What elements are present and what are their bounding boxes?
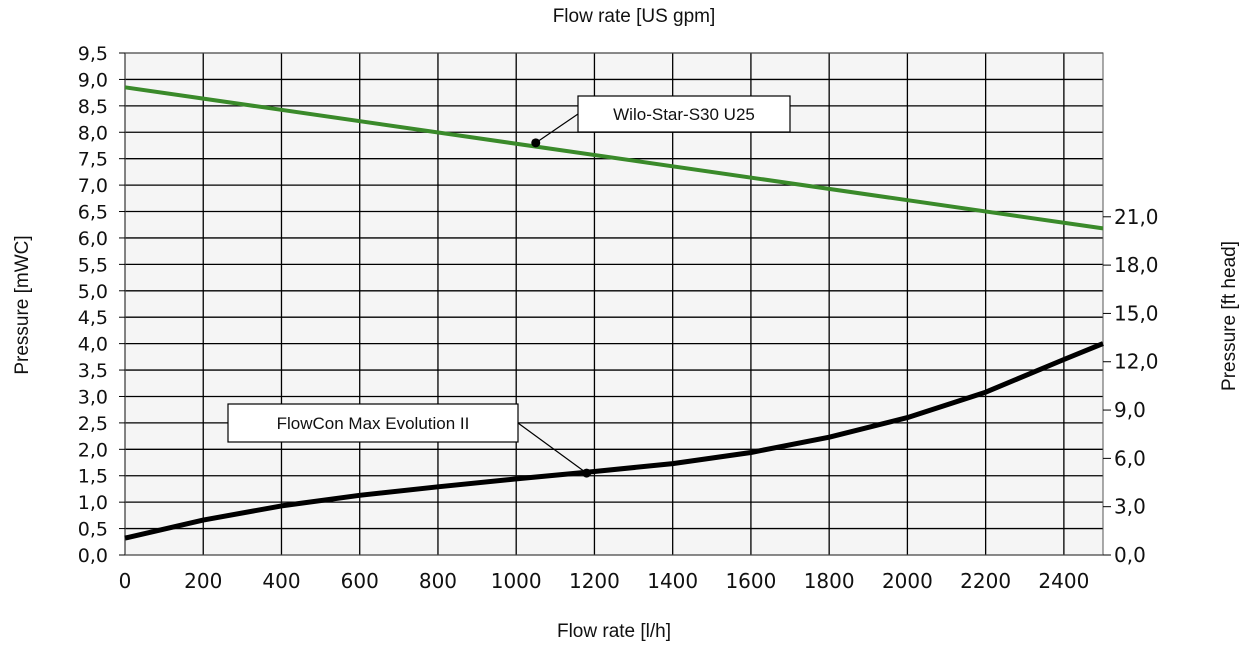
x-tick-label: 2400 (1038, 569, 1089, 593)
y-tick-label: 8,5 (78, 96, 108, 118)
y-tick-label: 0,5 (78, 519, 108, 541)
callout-flowcon-max-evolution-ii: FlowCon Max Evolution II (227, 403, 592, 478)
callout-leader-line (517, 422, 587, 474)
callout-box (227, 403, 519, 443)
callout-leader-line (535, 113, 579, 144)
y-tick-label: 2,0 (78, 439, 108, 461)
y2-tick-label: 12,0 (1114, 350, 1159, 374)
gridlines (124, 52, 1103, 556)
y2-tick-label: 9,0 (1114, 398, 1146, 422)
y-tick-label: 5,0 (78, 281, 108, 303)
callout-point (582, 468, 592, 478)
x-tick-label: 2200 (960, 569, 1011, 593)
y2-tick-label: 18,0 (1114, 253, 1159, 277)
callout-point (531, 138, 541, 148)
y-tick-label: 7,0 (78, 175, 108, 197)
x-tick-label: 2000 (882, 569, 933, 593)
y2-tick-label: 0,0 (1114, 543, 1146, 567)
callout-label: FlowCon Max Evolution II (277, 414, 470, 433)
x-tick-label: 400 (262, 569, 300, 593)
plot-frame (124, 52, 1104, 556)
x-tick-label: 1200 (569, 569, 620, 593)
y-tick-label: 4,0 (78, 334, 108, 356)
x-tick-label: 200 (184, 569, 222, 593)
y-tick-label: 4,5 (78, 307, 108, 329)
y-tick-label: 9,5 (78, 43, 108, 65)
y-tick-label: 1,5 (78, 466, 108, 488)
y-tick-label: 1,0 (78, 492, 108, 514)
callouts: Wilo-Star-S30 U25 FlowCon Max Evolution I… (227, 95, 791, 478)
y-tick-label: 9,0 (78, 69, 108, 91)
x2-axis-title: Flow rate [US gpm] (553, 6, 716, 27)
y-tick-label: 6,5 (78, 202, 108, 224)
y-tick-label: 3,5 (78, 360, 108, 382)
x-tick-label: 1600 (725, 569, 776, 593)
y2-tick-label: 21,0 (1114, 205, 1159, 229)
callout-wilo-star-s30-u25: Wilo-Star-S30 U25 (531, 95, 791, 148)
y-tick-label: 0,0 (78, 545, 108, 567)
axes: 0 200 400 600 800 1000 1200 1400 1600 1800 2000 220… (78, 43, 1159, 593)
y2-tick-label: 6,0 (1114, 446, 1146, 470)
y-tick-label: 6,0 (78, 228, 108, 250)
series-line-wilo-star-s30-u25 (124, 85, 1104, 231)
x-tick-label: 1800 (804, 569, 855, 593)
y-tick-label: 7,5 (78, 149, 108, 171)
y2-axis-title: Pressure [ft head] (1219, 241, 1240, 391)
x-tick-label: 0 (119, 569, 132, 593)
callout-box (577, 95, 791, 133)
y-tick-label: 2,5 (78, 413, 108, 435)
y-tick-label: 5,5 (78, 254, 108, 276)
x-tick-label: 1000 (491, 569, 542, 593)
x-tick-label: 1400 (647, 569, 698, 593)
y2-tick-label: 15,0 (1114, 301, 1159, 325)
y-tick-label: 8,0 (78, 122, 108, 144)
x-tick-label: 600 (341, 569, 379, 593)
x-axis-title: Flow rate [l/h] (557, 621, 671, 642)
callout-label: Wilo-Star-S30 U25 (613, 105, 755, 124)
y2-tick-label: 3,0 (1114, 495, 1146, 519)
series-lines (124, 85, 1104, 541)
y-tick-label: 3,0 (78, 386, 108, 408)
y-axis-title: Pressure [mWC] (12, 235, 33, 374)
x-tick-label: 800 (419, 569, 457, 593)
series-line-flowcon-max-evolution-ii (124, 341, 1104, 541)
